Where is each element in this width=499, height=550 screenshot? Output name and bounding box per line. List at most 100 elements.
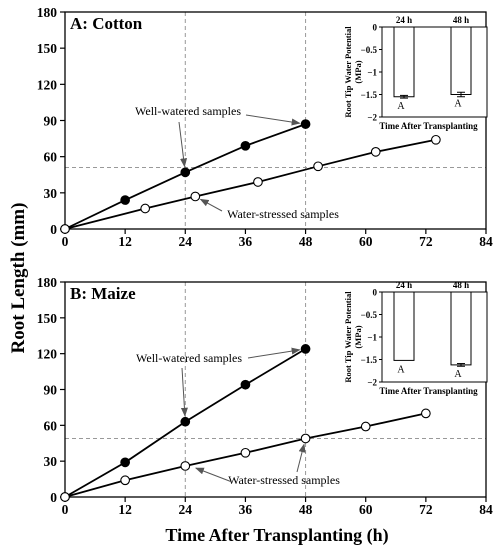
inset-category-label: 24 h: [396, 280, 412, 290]
inset-y-axis-label-line: (MPa): [353, 325, 363, 348]
x-tick-label: 72: [419, 234, 433, 249]
y-tick-label: 90: [44, 114, 58, 129]
x-tick-label: 36: [239, 234, 253, 249]
data-point-water-stressed: [370, 146, 381, 157]
annotation-arrow: [247, 347, 301, 359]
data-point-water-stressed: [190, 191, 201, 202]
data-point-well-watered: [120, 457, 130, 468]
inset-significance-letter: A: [397, 364, 405, 375]
y-tick-label: 150: [37, 311, 58, 326]
data-point-well-watered: [180, 167, 191, 178]
x-tick-label: 24: [179, 234, 193, 249]
y-tick-label: 180: [37, 275, 58, 290]
panel-label: B: Maize: [70, 284, 136, 303]
inset-y-tick-label: −1.5: [361, 90, 378, 100]
y-tick-label: 60: [44, 150, 58, 165]
inset-y-axis-label-line: Root Tip Water Potential: [343, 26, 353, 118]
x-tick-label: 0: [62, 502, 69, 517]
data-point-water-stressed: [431, 134, 441, 145]
annotation-label: Well-watered samples: [135, 104, 241, 118]
y-tick-label: 30: [44, 454, 58, 469]
y-tick-label: 0: [50, 490, 57, 505]
data-point-water-stressed: [140, 203, 151, 214]
data-point-well-watered: [240, 140, 251, 151]
inset-y-axis-label: Root Tip Water Potential(MPa): [343, 291, 363, 383]
inset-y-tick-label: 0: [373, 288, 378, 298]
inset-water-potential: 0 −0.5 −1 −1.5 −2 24 h A 48 h A Root Tip Water Po…: [343, 15, 488, 131]
y-tick-label: 30: [44, 186, 58, 201]
inset-category-label: 24 h: [396, 15, 412, 25]
x-tick-label: 84: [479, 502, 493, 517]
panel-label: A: Cotton: [70, 14, 143, 33]
data-point-well-watered: [300, 119, 311, 129]
annotation-arrow: [180, 367, 188, 417]
inset-y-tick-label: −1: [367, 333, 377, 343]
data-point-water-stressed: [240, 447, 251, 458]
y-tick-label: 90: [44, 383, 58, 398]
x-tick-label: 60: [359, 502, 373, 517]
data-point-well-watered: [240, 379, 251, 390]
y-tick-label: 60: [44, 418, 58, 433]
data-point-water-stressed: [421, 408, 431, 419]
data-point-water-stressed: [180, 461, 191, 471]
x-tick-label: 0: [62, 234, 69, 249]
inset-bar: [393, 26, 415, 98]
annotation-arrow: [296, 443, 306, 473]
data-point-water-stressed: [360, 421, 371, 432]
data-point-well-watered: [180, 416, 191, 427]
annotation-label: Water-stressed samples: [228, 473, 340, 487]
data-point-water-stressed: [60, 224, 70, 234]
panel-maize: 0 12 24 36 48 60 72 84 0 30 60 90 120 150 180 B: Maize W…: [37, 275, 493, 517]
inset-significance-letter: A: [454, 99, 462, 110]
inset-y-tick-label: −0.5: [361, 310, 378, 320]
inset-y-tick-label: −2: [367, 113, 377, 123]
y-tick-label: 120: [37, 77, 58, 92]
y-tick-label: 0: [50, 222, 57, 237]
inset-y-tick-label: 0: [373, 23, 378, 33]
data-point-well-watered: [300, 344, 311, 354]
inset-y-axis-label: Root Tip Water Potential(MPa): [343, 26, 363, 118]
inset-bar: [450, 26, 472, 95]
inset-significance-letter: A: [454, 369, 462, 380]
data-point-water-stressed: [253, 177, 263, 187]
x-tick-label: 24: [179, 502, 193, 517]
annotation-label: Water-stressed samples: [227, 207, 339, 221]
data-point-well-watered: [120, 195, 130, 205]
y-tick-label: 150: [37, 41, 58, 56]
inset-category-label: 48 h: [453, 15, 469, 25]
inset-bar: [450, 291, 472, 366]
inset-y-tick-label: −1.5: [361, 355, 378, 365]
annotation-label: Well-watered samples: [136, 351, 242, 365]
inset-significance-letter: A: [397, 101, 405, 112]
inset-water-potential: 0 −0.5 −1 −1.5 −2 24 h A 48 h A Root Tip Water Po…: [343, 280, 488, 396]
y-tick-label: 180: [37, 5, 58, 20]
x-tick-label: 48: [299, 234, 313, 249]
data-point-water-stressed: [120, 475, 130, 486]
x-tick-label: 60: [359, 234, 373, 249]
annotation-arrow: [199, 198, 223, 212]
inset-x-axis-label: Time After Transplanting: [379, 386, 478, 396]
x-tick-label: 36: [239, 502, 253, 517]
x-tick-label: 72: [419, 502, 433, 517]
inset-y-axis-label-line: (MPa): [353, 60, 363, 83]
y-axis-label: Root Length (mm): [8, 203, 29, 354]
inset-x-axis-label: Time After Transplanting: [379, 121, 478, 131]
data-point-water-stressed: [313, 161, 323, 172]
inset-y-tick-label: −0.5: [361, 45, 378, 55]
inset-y-axis-label-line: Root Tip Water Potential: [343, 291, 353, 383]
panel-cotton: 0 12 24 36 48 60 72 84 0 30 60 90 120 150 180 A: Cotton…: [37, 5, 493, 249]
data-point-water-stressed: [60, 492, 70, 502]
annotation-arrow: [194, 467, 233, 483]
inset-bar: [393, 291, 415, 361]
x-tick-label: 84: [479, 234, 493, 249]
x-tick-label: 12: [118, 502, 132, 517]
data-point-water-stressed: [300, 433, 311, 444]
annotation-arrow: [178, 121, 188, 168]
inset-y-tick-label: −2: [367, 378, 377, 388]
x-tick-label: 12: [118, 234, 132, 249]
inset-y-tick-label: −1: [367, 68, 377, 78]
x-tick-label: 48: [299, 502, 313, 517]
x-axis-label: Time After Transplanting (h): [165, 525, 388, 546]
inset-category-label: 48 h: [453, 280, 469, 290]
